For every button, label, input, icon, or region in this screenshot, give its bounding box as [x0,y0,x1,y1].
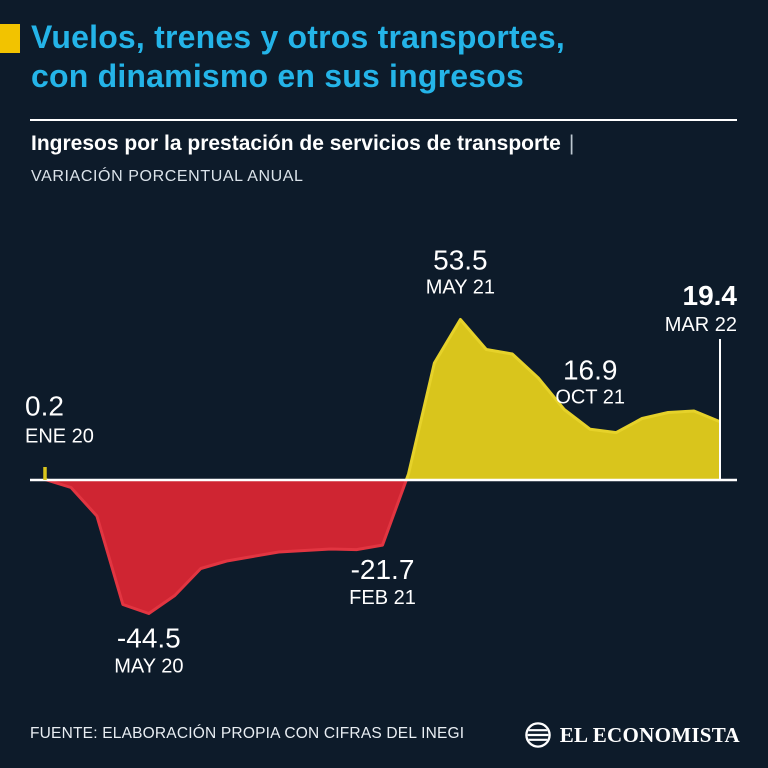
publisher-name: EL ECONOMISTA [559,722,740,747]
line-positive [44,318,721,480]
chart-title: Ingresos por la prestación de servicios … [31,132,574,156]
headline-line1: Vuelos, trenes y otros transportes, [31,19,565,55]
source-note: FUENTE: ELABORACIÓN PROPIA CON CIFRAS DE… [30,725,465,742]
headline: Vuelos, trenes y otros transportes, con … [31,18,565,96]
area-positive [45,319,720,480]
publisher-brand: EL ECONOMISTA [524,721,740,749]
area-negative [45,480,720,614]
annotation-value: 53.5 [433,245,488,276]
annotation-value: 0.2 [25,390,64,421]
annotation-date: MAY 21 [426,277,495,299]
divider-line [30,119,737,121]
annotation-date: OCT 21 [555,386,625,408]
annotation-value: -44.5 [117,623,181,654]
accent-square [0,24,20,53]
chart-subtitle: VARIACIÓN PORCENTUAL ANUAL [31,168,304,185]
headline-line2: con dinamismo en sus ingresos [31,58,525,94]
el-economista-logo-icon [524,722,551,748]
line-negative [44,480,408,615]
annotation-value: -21.7 [351,554,415,585]
chart-title-text: Ingresos por la prestación de servicios … [31,132,561,155]
annotation-date: FEB 21 [349,587,416,609]
chart-title-pipe: | [568,132,575,155]
annotation-value: 19.4 [683,280,738,311]
annotation-date: MAR 22 [665,314,737,336]
annotation-date: MAY 20 [114,656,183,678]
annotation-value: 16.9 [563,354,618,385]
annotation-date: ENE 20 [25,425,94,447]
